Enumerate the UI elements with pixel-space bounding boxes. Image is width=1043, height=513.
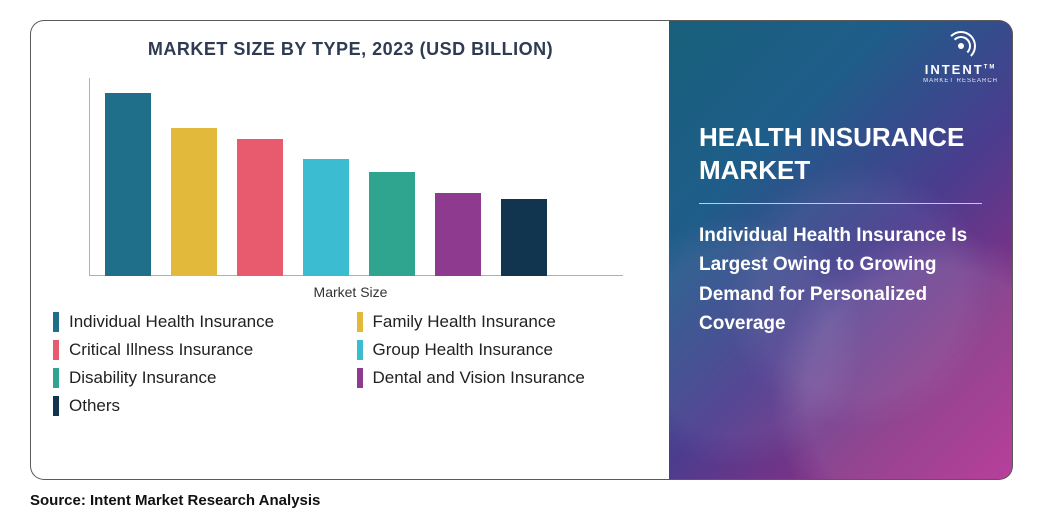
bar [369,172,415,276]
legend-label: Dental and Vision Insurance [373,368,585,388]
bar [501,199,547,276]
bars-container [99,78,623,276]
legend-item: Critical Illness Insurance [53,340,345,360]
legend-swatch [357,368,363,388]
legend-swatch [53,368,59,388]
legend-swatch [357,340,363,360]
right-panel: INTENTTM MARKET RESEARCH HEALTH INSURANC… [669,20,1013,480]
y-axis [89,78,90,276]
legend-label: Disability Insurance [69,368,216,388]
bar [171,128,217,277]
legend-swatch [53,312,59,332]
legend-label: Family Health Insurance [373,312,556,332]
x-axis-label: Market Size [71,284,631,300]
logo-wifi-icon [946,31,976,61]
logo-tm: TM [984,65,997,71]
panel-subtitle: Individual Health Insurance Is Largest O… [699,221,982,339]
legend-label: Group Health Insurance [373,340,554,360]
legend-swatch [53,396,59,416]
legend-swatch [53,340,59,360]
legend: Individual Health Insurance Family Health… [53,312,648,416]
bar [237,139,283,276]
legend-item: Family Health Insurance [357,312,649,332]
legend-item: Individual Health Insurance [53,312,345,332]
legend-label: Individual Health Insurance [69,312,274,332]
panel-separator [699,203,982,204]
bar [105,93,151,276]
legend-item: Others [53,396,345,416]
legend-swatch [357,312,363,332]
infographic-root: MARKET SIZE BY TYPE, 2023 (USD BILLION) … [0,0,1043,513]
bar-chart: Market Size [71,78,631,298]
chart-title: MARKET SIZE BY TYPE, 2023 (USD BILLION) [53,39,648,60]
legend-label: Critical Illness Insurance [69,340,253,360]
legend-item: Dental and Vision Insurance [357,368,649,388]
logo-text-2: MARKET RESEARCH [923,78,998,84]
bar [303,159,349,276]
source-text: Source: Intent Market Research Analysis [30,492,320,509]
left-panel: MARKET SIZE BY TYPE, 2023 (USD BILLION) … [30,20,670,480]
legend-label: Others [69,396,120,416]
logo-text-1: INTENT [925,62,984,77]
legend-item: Disability Insurance [53,368,345,388]
brand-logo: INTENTTM MARKET RESEARCH [923,31,998,84]
legend-item: Group Health Insurance [357,340,649,360]
bar [435,193,481,276]
panel-title: HEALTH INSURANCE MARKET [699,121,982,186]
